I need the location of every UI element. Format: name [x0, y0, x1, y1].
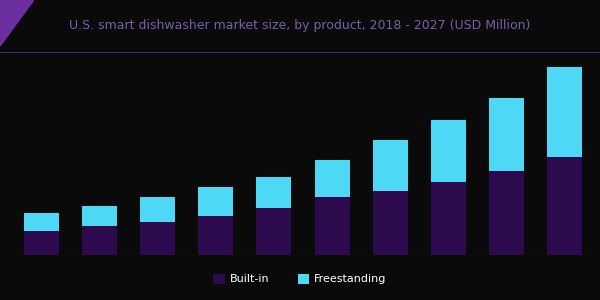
- Bar: [314, 197, 350, 255]
- Bar: [140, 197, 175, 222]
- Bar: [23, 231, 59, 255]
- Bar: [373, 140, 408, 191]
- Bar: [314, 160, 350, 197]
- Bar: [547, 67, 583, 158]
- Bar: [547, 158, 583, 255]
- Bar: [23, 213, 59, 231]
- Bar: [373, 191, 408, 255]
- Bar: [431, 182, 466, 255]
- Bar: [489, 98, 524, 171]
- Polygon shape: [0, 0, 33, 45]
- Bar: [431, 120, 466, 182]
- Text: U.S. smart dishwasher market size, by product, 2018 - 2027 (USD Million): U.S. smart dishwasher market size, by pr…: [70, 19, 530, 32]
- Bar: [198, 216, 233, 255]
- Bar: [82, 206, 117, 226]
- Bar: [198, 188, 233, 216]
- Bar: [140, 222, 175, 255]
- Bar: [256, 177, 292, 208]
- Bar: [82, 226, 117, 255]
- Legend: Built-in, Freestanding: Built-in, Freestanding: [209, 269, 391, 289]
- Bar: [256, 208, 292, 255]
- Bar: [489, 171, 524, 255]
